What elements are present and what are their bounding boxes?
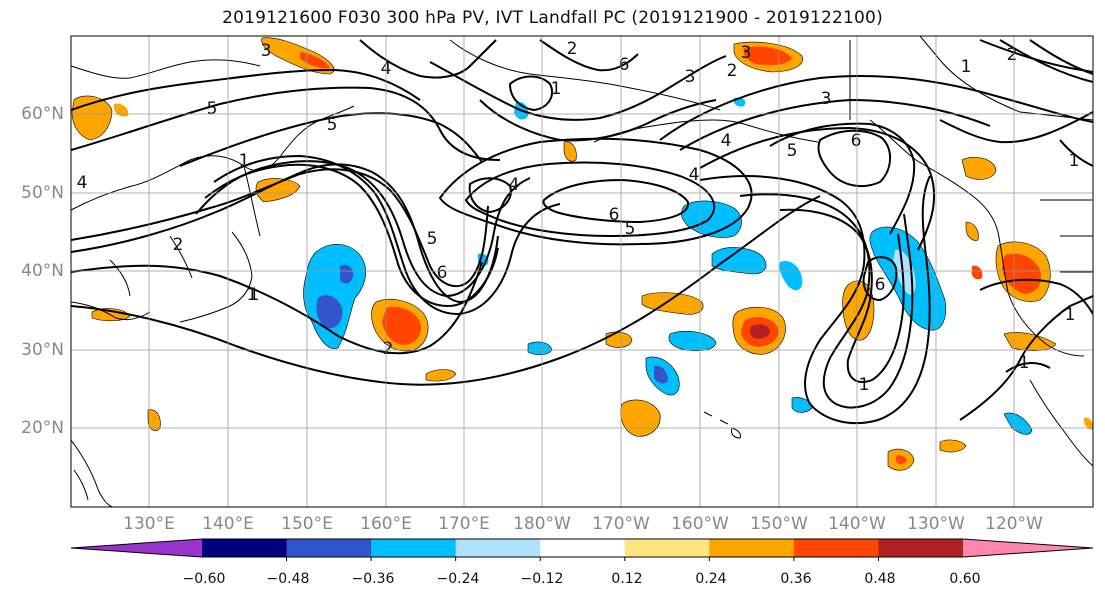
lat-label: 40°N [21,261,64,281]
contour-label: 2 [1007,45,1018,65]
contour-label: 6 [851,131,862,151]
gridlines [71,36,1093,507]
colorbar-tick-label: −0.60 [182,571,226,587]
lat-label: 30°N [21,340,64,360]
map-frame [70,35,1094,508]
contour-label: 1 [247,285,258,305]
colorbar-tick-label: 0.12 [611,571,643,587]
lon-label: 150°W [750,514,808,534]
contour-labels: 3 4 2 5 1 2 1 4 5 6 4 6 5 3 2 1 3 6 5 1 … [77,39,1080,395]
lon-label: 140°E [202,514,254,534]
contour-label: 3 [741,43,752,63]
contour-label: 6 [609,205,620,225]
map-title: 2019121600 F030 300 hPa PV, IVT Landfall… [222,8,883,28]
contour-label: 5 [787,141,798,161]
lon-label: 150°E [281,514,333,534]
lon-label: 170°E [438,514,490,534]
contour-label: 5 [625,219,636,239]
contour-label: 2 [173,235,184,255]
contour-label: 5 [427,229,438,249]
contour-label: 1 [249,285,260,305]
contour-label: 4 [721,131,732,151]
contour-label: 1 [1069,151,1080,171]
contour-label: 2 [727,61,738,81]
contour-label: 2 [383,339,394,359]
contour-label: 1 [1019,353,1030,373]
contour-label: 4 [509,175,520,195]
lat-label: 50°N [21,183,64,203]
contour-label: 2 [567,39,578,59]
colorbar-tick-label: 0.48 [864,571,896,587]
contour-label: 1 [551,79,562,99]
contour-label: 3 [261,41,272,61]
lat-label: 20°N [21,418,64,438]
colorbar-tick-label: −0.24 [436,571,480,587]
colorbar-tick-label: 0.60 [949,571,981,587]
lon-label: 160°W [671,514,729,534]
contour-label: 3 [821,89,832,109]
lon-label: 130°E [123,514,175,534]
contour-label: 4 [689,165,700,185]
contour-label: 6 [437,263,448,283]
colorbar-tick-label: 0.36 [780,571,812,587]
lon-label: 180°W [513,514,571,534]
contour-label: 4 [77,173,88,193]
contour-label: 6 [875,275,886,295]
colorbar-tick-label: −0.12 [520,571,564,587]
contour-label: 5 [327,115,338,135]
contour-label: 1 [239,151,250,171]
colorbar-tick-label: 0.24 [695,571,727,587]
contour-label: 1 [1065,305,1076,325]
lat-label: 60°N [21,104,64,124]
contour-label: 6 [619,55,630,75]
lon-label: 160°E [360,514,412,534]
lon-label: 130°W [907,514,965,534]
contour-label: 5 [207,99,218,119]
contour-label: 3 [685,67,696,87]
colorbar-tick-label: −0.48 [266,571,310,587]
lon-label: 120°W [985,514,1043,534]
colorbar-tick-label: −0.36 [351,571,395,587]
map-canvas: 3 4 2 5 1 2 1 4 5 6 4 6 5 3 2 1 3 6 5 1 … [70,35,1094,508]
lon-label: 140°W [828,514,886,534]
contour-label: 1 [859,375,870,395]
lon-label: 170°W [592,514,650,534]
contour-label: 1 [961,57,972,77]
